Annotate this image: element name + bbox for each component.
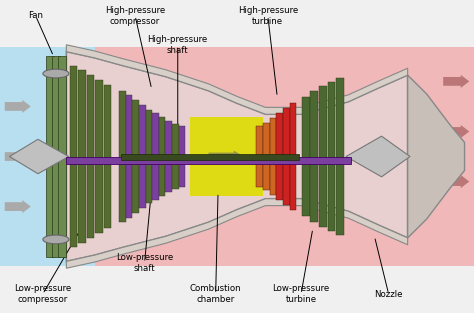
Bar [58, 56, 66, 257]
Text: Nozzle: Nozzle [374, 290, 403, 299]
Bar [263, 123, 270, 190]
Bar [0, 47, 95, 266]
FancyArrow shape [5, 100, 31, 113]
Bar [319, 86, 327, 227]
Bar [310, 91, 318, 222]
Bar [290, 103, 296, 210]
Bar [119, 91, 126, 222]
Bar [126, 95, 132, 218]
Polygon shape [408, 75, 465, 238]
FancyArrow shape [5, 200, 31, 213]
Bar [336, 78, 344, 235]
Polygon shape [66, 45, 408, 114]
Bar [276, 113, 283, 200]
Polygon shape [190, 117, 263, 196]
FancyArrow shape [209, 151, 244, 162]
Bar [87, 75, 94, 238]
Polygon shape [9, 139, 69, 174]
Text: Fan: Fan [28, 11, 43, 20]
Polygon shape [66, 199, 408, 268]
Bar [95, 80, 103, 233]
Bar [165, 121, 172, 192]
Bar [270, 118, 276, 195]
Text: High-pressure
compressor: High-pressure compressor [105, 6, 165, 26]
Bar [172, 124, 179, 189]
Text: Low-pressure
turbine: Low-pressure turbine [273, 284, 329, 304]
Polygon shape [346, 136, 410, 177]
Bar [302, 97, 310, 216]
Text: Low-pressure
shaft: Low-pressure shaft [116, 253, 173, 273]
Bar [146, 110, 152, 203]
Bar [70, 66, 77, 247]
FancyArrow shape [5, 150, 31, 163]
FancyArrow shape [443, 125, 469, 138]
Bar [256, 126, 263, 187]
Bar [132, 100, 139, 213]
Text: High-pressure
turbine: High-pressure turbine [237, 6, 298, 26]
Bar [52, 56, 60, 257]
Ellipse shape [43, 235, 69, 244]
Bar [328, 82, 335, 231]
FancyArrow shape [443, 175, 469, 188]
Bar [66, 157, 351, 164]
Bar [159, 117, 165, 196]
Bar [283, 108, 290, 205]
Bar [179, 126, 185, 187]
FancyArrow shape [443, 75, 469, 88]
Ellipse shape [43, 69, 69, 78]
Text: Combustion
chamber: Combustion chamber [190, 284, 241, 304]
Bar [46, 56, 54, 257]
Bar [121, 154, 299, 160]
Bar [78, 70, 86, 243]
Bar [104, 85, 111, 228]
Text: Low-pressure
compressor: Low-pressure compressor [14, 284, 71, 304]
Bar [95, 47, 474, 266]
Polygon shape [66, 52, 408, 261]
Text: High-pressure
shaft: High-pressure shaft [147, 35, 208, 55]
Bar [139, 105, 146, 208]
Bar [152, 113, 159, 200]
